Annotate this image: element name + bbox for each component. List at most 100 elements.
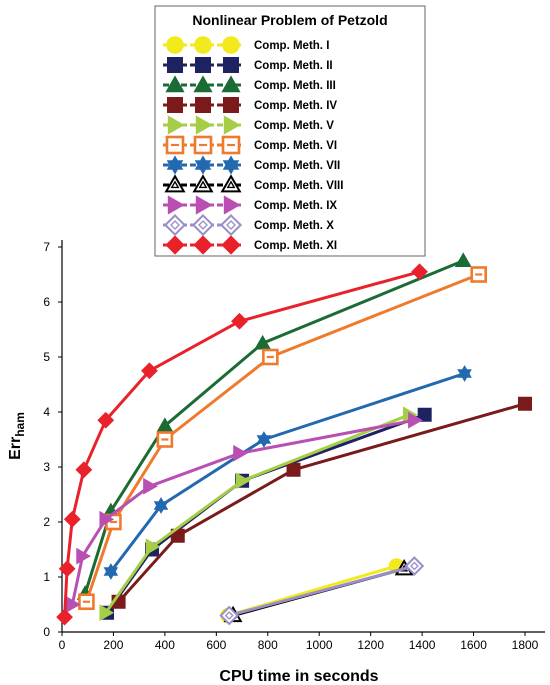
legend-marker-10-3 (219, 213, 243, 237)
data-point-11-4 (75, 461, 93, 479)
series-6 (78, 266, 488, 611)
legend-marker-2-2 (195, 57, 211, 73)
series-line-5 (104, 413, 410, 614)
legend-marker-5-3 (223, 115, 241, 135)
x-tick-label-7: 1400 (409, 638, 436, 652)
legend-marker-5-1 (167, 115, 185, 135)
legend-marker-11-2 (193, 235, 213, 255)
data-point-7-4 (457, 365, 472, 382)
legend-label-10: Comp. Meth. X (254, 220, 334, 232)
legend-item-9: Comp. Meth. IX (163, 195, 337, 215)
legend-marker-7-2 (194, 155, 212, 175)
data-point-9-4 (143, 477, 158, 495)
x-tick-label-6: 1200 (357, 638, 384, 652)
x-tick-label-4: 800 (258, 638, 278, 652)
legend-item-3: Comp. Meth. III (163, 75, 336, 93)
y-axis-label: Errham (7, 412, 27, 460)
legend-item-2: Comp. Meth. II (163, 57, 333, 73)
legend-marker-4-1 (167, 97, 183, 113)
series-10 (219, 556, 425, 626)
legend-marker-8-2 (192, 174, 214, 193)
x-tick-label-0: 0 (59, 638, 66, 652)
data-point-9-2 (76, 547, 91, 565)
legend-label-4: Comp. Meth. IV (254, 100, 337, 112)
legend: Nonlinear Problem of Petzold Comp. Meth.… (154, 5, 426, 257)
legend-label-1: Comp. Meth. I (254, 40, 329, 52)
x-ticks: 0 200 400 600 800 1000 1200 1400 1600 1800 (59, 632, 539, 652)
legend-marker-10-2 (191, 213, 215, 237)
data-point-6-3 (156, 431, 174, 448)
data-point-7-2 (153, 497, 169, 514)
x-tick-label-3: 600 (206, 638, 226, 652)
series-9 (65, 411, 423, 613)
data-point-9-6 (408, 411, 423, 429)
series-4 (111, 396, 532, 609)
y-axis-label-sub: ham (13, 412, 27, 437)
legend-items: Comp. Meth. I Comp. Meth. II Comp. Meth. I… (163, 36, 343, 255)
legend-marker-2-3 (223, 57, 239, 73)
legend-marker-1-3 (222, 36, 240, 54)
data-point-7-1 (103, 563, 119, 580)
legend-marker-4-2 (195, 97, 211, 113)
legend-label-8: Comp. Meth. VIII (254, 180, 343, 192)
y-tick-label-5: 5 (43, 350, 50, 364)
legend-item-5: Comp. Meth. V (163, 115, 334, 135)
legend-item-7: Comp. Meth. VII (163, 155, 340, 175)
data-point-11-2 (58, 560, 76, 578)
legend-marker-7-3 (222, 155, 240, 175)
data-point-11-5 (97, 411, 115, 429)
legend-label-3: Comp. Meth. III (254, 80, 336, 92)
legend-marker-10-1 (163, 213, 187, 237)
legend-label-6: Comp. Meth. VI (254, 140, 337, 152)
series-7 (103, 365, 472, 580)
legend-marker-9-1 (167, 195, 185, 215)
y-tick-label-6: 6 (43, 295, 50, 309)
y-tick-label-3: 3 (43, 460, 50, 474)
legend-marker-6-3 (221, 135, 241, 155)
data-point-6-4 (262, 348, 279, 366)
data-point-11-8 (411, 263, 428, 281)
data-point-10-1 (219, 605, 240, 626)
data-point-11-7 (231, 312, 248, 330)
data-point-2-4 (417, 407, 432, 422)
data-point-3-3 (156, 417, 174, 433)
legend-marker-8-1 (164, 174, 186, 193)
legend-marker-11-3 (221, 235, 241, 255)
y-tick-label-0: 0 (43, 625, 50, 639)
data-point-10-2 (404, 556, 425, 576)
legend-item-6: Comp. Meth. VI (163, 135, 337, 155)
legend-marker-9-3 (223, 195, 241, 215)
legend-marker-4-3 (223, 97, 239, 113)
data-point-6-1 (78, 593, 95, 611)
data-point-5-3 (235, 472, 251, 490)
data-point-11-6 (141, 362, 158, 380)
data-point-7-3 (256, 431, 272, 448)
legend-title: Nonlinear Problem of Petzold (192, 12, 387, 28)
legend-marker-8-3 (220, 174, 242, 193)
legend-label-7: Comp. Meth. VII (254, 160, 340, 172)
series-line-9 (70, 418, 415, 605)
data-point-11-3 (63, 510, 81, 528)
x-tick-label-9: 1800 (512, 638, 539, 652)
data-point-6-5 (470, 266, 488, 283)
legend-marker-6-2 (193, 135, 213, 155)
legend-label-2: Comp. Meth. II (254, 60, 333, 72)
data-point-11-1 (56, 608, 73, 626)
legend-marker-6-1 (165, 135, 185, 155)
legend-marker-7-1 (166, 155, 184, 175)
legend-marker-3-3 (221, 75, 241, 93)
data-point-5-2 (145, 538, 161, 556)
data-point-4-4 (518, 396, 532, 411)
data-point-9-5 (233, 444, 248, 462)
x-tick-label-8: 1600 (460, 638, 487, 652)
data-point-3-5 (454, 252, 472, 268)
data-point-3-4 (254, 334, 272, 350)
series-line-7 (109, 372, 466, 573)
legend-item-8: Comp. Meth. VIII (163, 174, 343, 193)
legend-marker-9-2 (195, 195, 213, 215)
legend-marker-5-2 (195, 115, 213, 135)
legend-label-11: Comp. Meth. XI (254, 240, 337, 252)
legend-marker-2-1 (167, 57, 183, 73)
x-tick-label-5: 1000 (306, 638, 333, 652)
